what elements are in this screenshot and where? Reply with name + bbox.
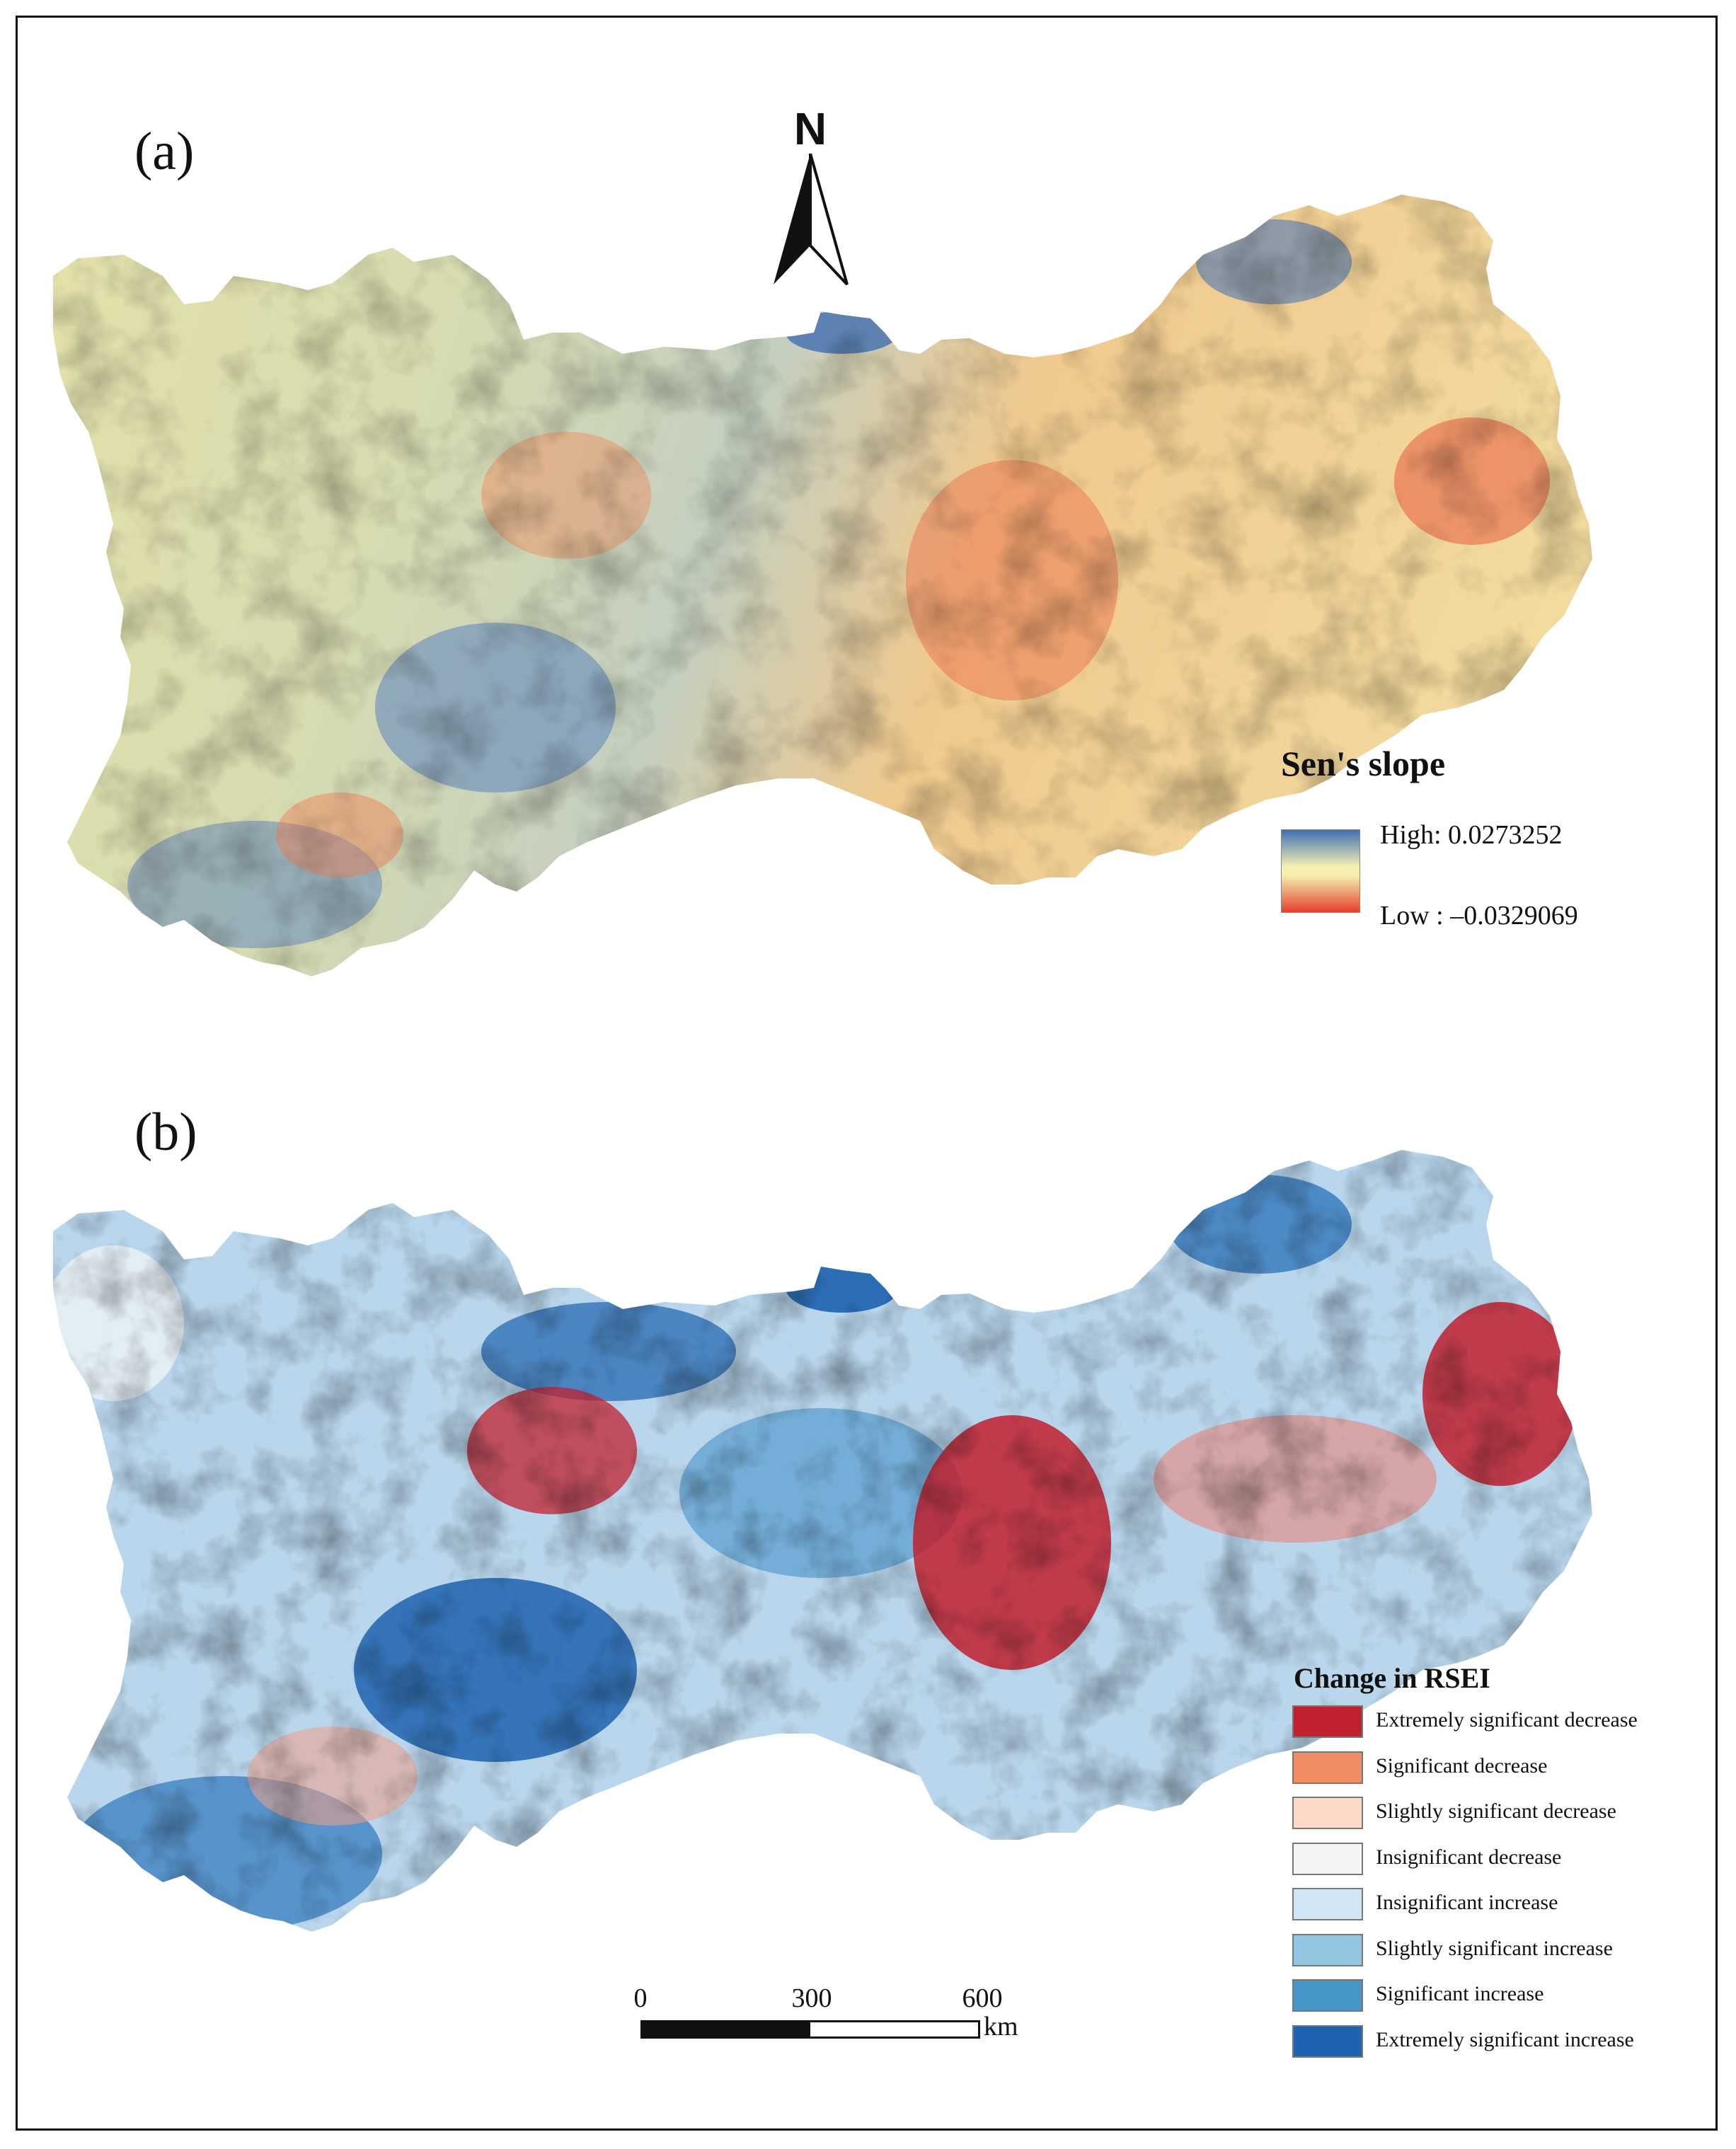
legend-a-title: Sen's slope bbox=[1281, 744, 1446, 783]
scale-tick-600: 600 bbox=[962, 1983, 1003, 2013]
legend-a-high-label: High: 0.0273252 bbox=[1380, 820, 1563, 850]
legend-a-low-label: Low : –0.0329069 bbox=[1380, 901, 1578, 931]
legend-b-swatch bbox=[1292, 2024, 1363, 2058]
legend-b-swatch bbox=[1292, 1797, 1363, 1829]
scale-bar bbox=[640, 2020, 980, 2039]
legend-b-swatch bbox=[1292, 1842, 1363, 1875]
legend-b-class-label: Insignificant decrease bbox=[1376, 1845, 1562, 1869]
panel-b-label: (b) bbox=[134, 1102, 197, 1162]
scale-unit: km bbox=[984, 2012, 1018, 2041]
north-letter: N bbox=[793, 103, 827, 154]
legend-b-title: Change in RSEI bbox=[1294, 1662, 1490, 1694]
legend-b-class-label: Insignificant increase bbox=[1376, 1891, 1558, 1914]
legend-b-class-label: Significant decrease bbox=[1376, 1753, 1548, 1778]
legend-b-swatch bbox=[1292, 1979, 1363, 2012]
legend-b-swatch bbox=[1292, 1933, 1363, 1966]
legend-b-class-label: Slightly significant increase bbox=[1376, 1936, 1613, 1960]
north-arrow-icon bbox=[774, 154, 849, 286]
scale-bar-dark-segment bbox=[643, 2022, 810, 2036]
legend-b-class-label: Extremely significant decrease bbox=[1376, 1708, 1638, 1732]
legend-b-swatch bbox=[1292, 1705, 1363, 1738]
scale-bar-light-segment bbox=[810, 2022, 978, 2036]
legend-b-class-label: Slightly significant decrease bbox=[1376, 1799, 1616, 1823]
north-arrow: N bbox=[768, 103, 853, 287]
scale-tick-300: 300 bbox=[791, 1983, 832, 2013]
panel-a-label: (a) bbox=[134, 122, 195, 181]
legend-b-class-label: Extremely significant increase bbox=[1376, 2027, 1634, 2051]
scale-tick-0: 0 bbox=[633, 1983, 648, 2013]
legend-b-class-label: Significant increase bbox=[1376, 1982, 1544, 2005]
legend-b-swatch bbox=[1292, 1751, 1363, 1784]
legend-a-color-ramp bbox=[1281, 829, 1360, 913]
legend-b-swatch bbox=[1292, 1888, 1363, 1920]
figure-frame bbox=[16, 16, 1718, 2131]
